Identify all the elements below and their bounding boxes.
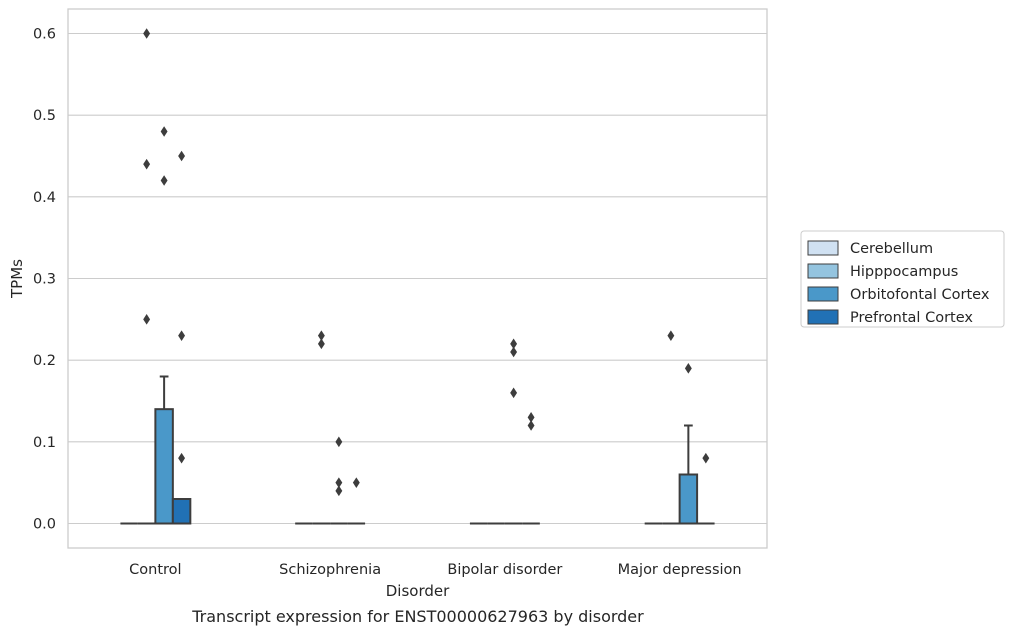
outlier-point (352, 477, 360, 488)
y-tick-label: 0.3 (33, 272, 56, 288)
legend-label: Orbitofontal Cortex (850, 287, 990, 303)
legend-swatch (807, 309, 839, 325)
y-tick-label: 0.4 (33, 190, 56, 206)
outlier-point (143, 158, 151, 170)
outlier-point (527, 412, 535, 423)
outlier-point (178, 150, 186, 162)
outlier-point (143, 28, 151, 39)
x-tick-label: Schizophrenia (279, 562, 381, 578)
legend-swatch (807, 263, 839, 279)
outlier-point (178, 452, 186, 464)
legend-swatch (807, 286, 839, 302)
outlier-point (335, 477, 343, 488)
legend-frame (800, 230, 1005, 328)
outlier-point (667, 330, 675, 341)
outlier-point (160, 126, 168, 137)
outlier-point (317, 338, 325, 350)
chart-title: Transcript expression for ENST0000062796… (191, 607, 644, 626)
legend: Cerebellum Hipppocampus Orbitofontal Corte… (800, 230, 1005, 328)
outlier-point (335, 485, 343, 497)
box (171, 498, 192, 525)
x-tick-label: Bipolar disorder (447, 562, 562, 578)
x-tick-labels: Control Schizophrenia Bipolar disorder Majo… (129, 562, 741, 578)
y-tick-label: 0.1 (33, 435, 56, 451)
legend-label: Hipppocampus (850, 264, 958, 280)
plot-frame (67, 8, 768, 549)
outlier-point (510, 387, 518, 399)
y-tick-label: 0.5 (33, 108, 56, 124)
y-tick-label: 0.0 (33, 517, 56, 533)
y-tick-label: 0.6 (33, 27, 56, 43)
legend-swatch (807, 240, 839, 256)
y-axis-label: TPMs (8, 259, 26, 299)
box-2-0 (154, 375, 174, 525)
y-tick-labels: 0.0 0.1 0.2 0.3 0.4 0.5 0.6 (33, 27, 56, 533)
outlier-point (143, 314, 151, 325)
outlier-point (527, 420, 535, 431)
outlier-point (510, 338, 518, 350)
x-tick-label: Control (129, 562, 181, 578)
legend-label: Prefrontal Cortex (850, 310, 973, 326)
outlier-point (160, 175, 168, 186)
box (154, 408, 174, 525)
outlier-point (684, 363, 692, 374)
x-tick-label: Major depression (618, 562, 742, 578)
box-2-3 (678, 424, 699, 525)
outlier-point (510, 346, 518, 358)
box (678, 473, 699, 525)
x-axis-label: Disorder (386, 582, 450, 600)
legend-label: Cerebellum (850, 241, 933, 257)
outlier-point (178, 330, 186, 341)
outlier-point (702, 452, 710, 464)
outlier-point (317, 330, 325, 341)
outliers (143, 28, 710, 497)
box-3-0 (171, 498, 192, 525)
boxes (120, 375, 715, 525)
gridlines (68, 32, 767, 525)
outlier-point (335, 436, 343, 448)
y-tick-label: 0.2 (33, 353, 56, 369)
